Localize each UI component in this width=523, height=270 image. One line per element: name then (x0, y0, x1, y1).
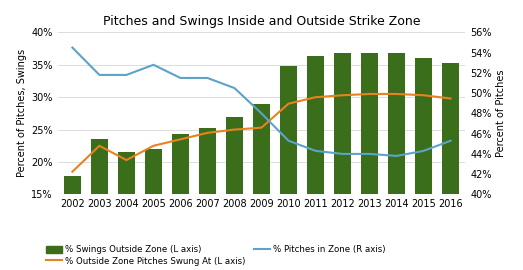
Y-axis label: Percent of Pitches, Swings: Percent of Pitches, Swings (17, 49, 27, 177)
Bar (90, 139, 108, 270)
Title: Pitches and Swings Inside and Outside Strike Zone: Pitches and Swings Inside and Outside St… (103, 15, 420, 28)
Bar (361, 53, 378, 270)
Y-axis label: Percent of Pitches: Percent of Pitches (496, 70, 506, 157)
Bar (145, 149, 162, 270)
Legend: % Swings Outside Zone (L axis), % Outside Zone Pitches Swung At (L axis), % Pitc: % Swings Outside Zone (L axis), % Outsid… (46, 245, 385, 266)
Bar (415, 58, 433, 270)
Bar (307, 56, 324, 270)
Bar (199, 128, 216, 270)
Bar (388, 53, 405, 270)
Bar (334, 53, 351, 270)
Bar (280, 66, 297, 270)
Bar (442, 63, 459, 270)
Bar (64, 176, 81, 270)
Bar (118, 152, 135, 270)
Bar (253, 104, 270, 270)
Bar (226, 117, 243, 270)
Bar (172, 134, 189, 270)
